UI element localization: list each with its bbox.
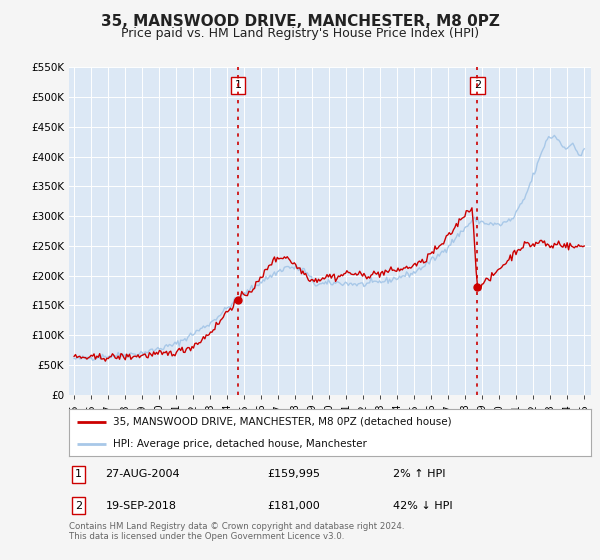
Text: 2% ↑ HPI: 2% ↑ HPI xyxy=(392,469,445,479)
Text: 2: 2 xyxy=(75,501,82,511)
Text: HPI: Average price, detached house, Manchester: HPI: Average price, detached house, Manc… xyxy=(113,438,367,449)
Text: 35, MANSWOOD DRIVE, MANCHESTER, M8 0PZ (detached house): 35, MANSWOOD DRIVE, MANCHESTER, M8 0PZ (… xyxy=(113,417,452,427)
Text: 19-SEP-2018: 19-SEP-2018 xyxy=(106,501,176,511)
Text: 27-AUG-2004: 27-AUG-2004 xyxy=(106,469,180,479)
Text: 1: 1 xyxy=(75,469,82,479)
Text: £181,000: £181,000 xyxy=(268,501,320,511)
Text: Price paid vs. HM Land Registry's House Price Index (HPI): Price paid vs. HM Land Registry's House … xyxy=(121,27,479,40)
Text: 2: 2 xyxy=(474,80,481,90)
Text: 35, MANSWOOD DRIVE, MANCHESTER, M8 0PZ: 35, MANSWOOD DRIVE, MANCHESTER, M8 0PZ xyxy=(101,14,499,29)
Text: 42% ↓ HPI: 42% ↓ HPI xyxy=(392,501,452,511)
Text: £159,995: £159,995 xyxy=(268,469,320,479)
Text: Contains HM Land Registry data © Crown copyright and database right 2024.
This d: Contains HM Land Registry data © Crown c… xyxy=(69,522,404,542)
Text: 1: 1 xyxy=(235,80,242,90)
